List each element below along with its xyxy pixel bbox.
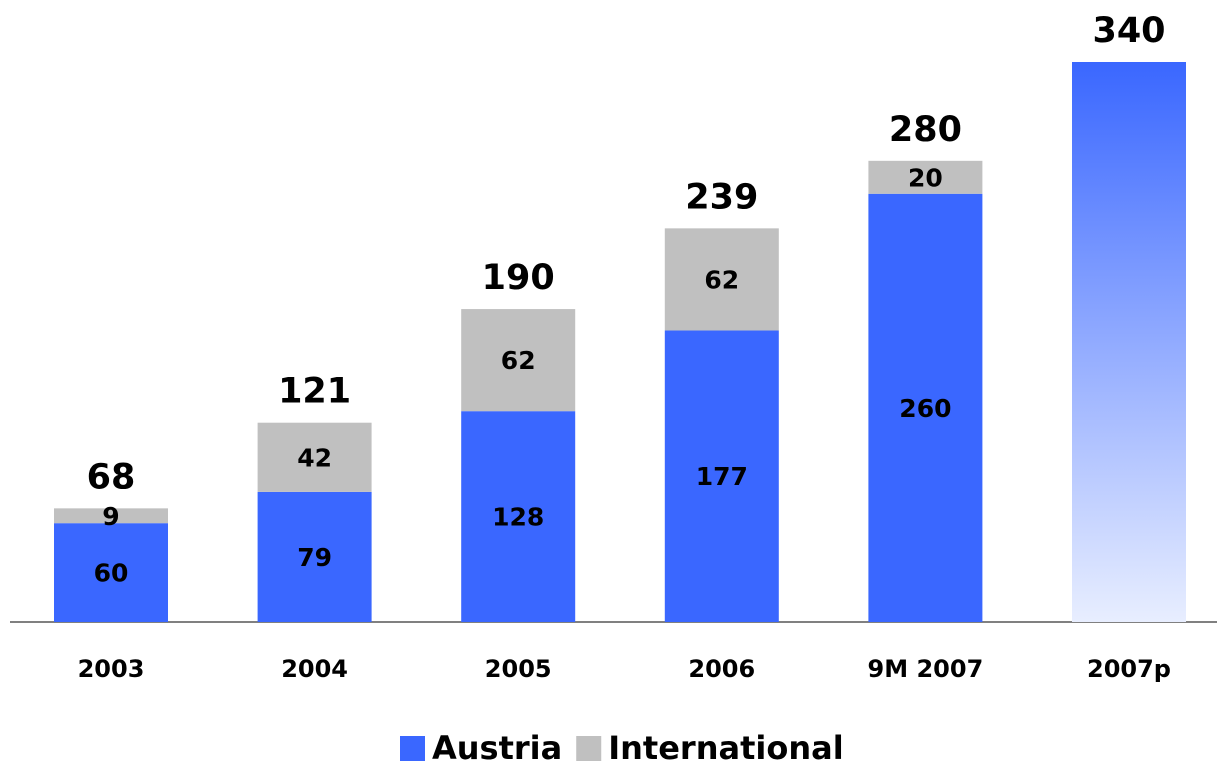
segment-label: 177: [696, 462, 748, 491]
bar-segment: [54, 523, 168, 622]
bar-segment: [664, 228, 779, 331]
bar-segment: [54, 508, 168, 524]
segment-label: 260: [899, 394, 951, 423]
x-tick-label: 2006: [688, 655, 755, 683]
legend-label: International: [608, 729, 843, 765]
total-label: 68: [87, 457, 136, 497]
x-tick-label: 2005: [485, 655, 552, 683]
legend-swatch: [400, 736, 425, 761]
segment-label: 62: [704, 265, 739, 294]
segment-label: 9: [102, 502, 119, 531]
bar-segment: [257, 422, 372, 492]
segment-label: 60: [94, 559, 129, 588]
segment-label: 42: [297, 443, 332, 472]
x-tick-label: 2007p: [1087, 655, 1171, 683]
segment-label: 20: [908, 163, 943, 192]
segment-label: 79: [297, 543, 332, 572]
legend-swatch: [576, 736, 602, 761]
bar-segment: [868, 160, 983, 194]
bar-segment: [461, 309, 576, 412]
x-tick-label: 9M 2007: [868, 655, 984, 683]
legend-label: Austria: [432, 729, 562, 765]
total-label: 190: [482, 258, 555, 298]
bar-segment: [257, 491, 372, 622]
x-tick-label: 2003: [78, 655, 145, 683]
segment-label: 62: [501, 346, 536, 375]
bar-segment: [461, 411, 576, 622]
total-label: 121: [278, 372, 351, 412]
x-tick-label: 2004: [281, 655, 348, 683]
bar: [1072, 62, 1186, 622]
total-label: 340: [1092, 11, 1165, 51]
total-label: 239: [685, 177, 758, 217]
bar-segment: [868, 193, 983, 622]
segment-label: 128: [492, 503, 544, 532]
total-label: 280: [889, 110, 962, 150]
bar-segment: [664, 330, 779, 622]
